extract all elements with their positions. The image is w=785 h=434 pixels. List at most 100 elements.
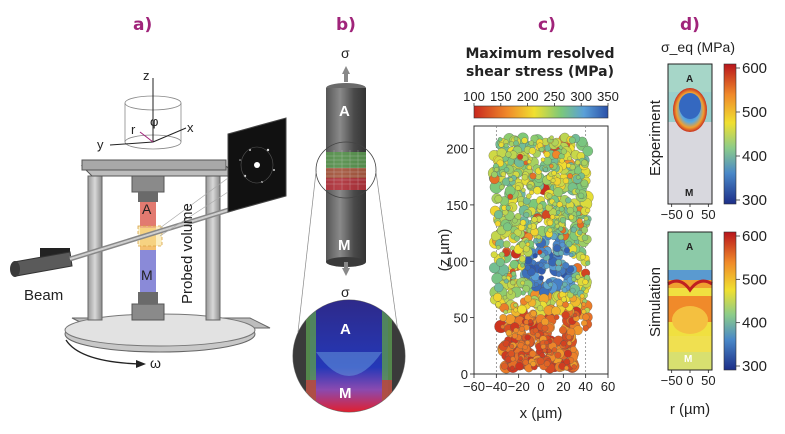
grain-point [517, 304, 527, 315]
grain-point [507, 193, 514, 200]
experiment-grain-M: M [685, 188, 693, 199]
grain-point [522, 285, 530, 293]
grain-point [527, 159, 532, 164]
grain-point [521, 137, 528, 144]
axis-phi-label: φ [150, 114, 158, 129]
grain-point [530, 310, 537, 317]
grain-point [570, 226, 577, 233]
grain-point [536, 357, 545, 366]
panel-b: b) σ A M σ [292, 15, 406, 413]
grain-point [526, 193, 532, 199]
grain-point [527, 223, 533, 229]
grain-point [549, 163, 554, 169]
grain-point [555, 259, 562, 266]
arrow-down-icon [342, 268, 350, 276]
grain-point [524, 294, 532, 303]
grain-point [520, 219, 527, 226]
grain-point [536, 203, 544, 210]
grain-point [567, 156, 572, 161]
specimen-cylinder: A M [315, 83, 377, 267]
grain-point [493, 292, 502, 302]
grain-point [543, 263, 550, 269]
colorbar-tick-label: 600 [742, 228, 767, 245]
grain-point [559, 158, 565, 164]
experiment-colorbar: 600 500 400 300 [723, 60, 767, 209]
grain-point [580, 179, 589, 188]
grain-point [581, 226, 589, 234]
grain-point [515, 362, 524, 371]
grain-point [530, 361, 537, 367]
grain-point [524, 334, 531, 341]
grain-point [537, 249, 543, 255]
grain-point [564, 365, 569, 371]
grain-point [495, 245, 501, 250]
grain-point [513, 303, 518, 308]
grain-point [522, 344, 528, 350]
grain-point [560, 340, 567, 347]
experiment-grain-A: A [686, 74, 693, 85]
grain-point [511, 271, 517, 277]
grain-point [509, 365, 515, 371]
grain-point [503, 143, 509, 149]
grain-point [555, 210, 561, 215]
grain-point [575, 210, 582, 216]
y-tick-label: 150 [446, 198, 468, 213]
axis-y-label: y [97, 137, 104, 152]
x-tick-label: −60 [463, 379, 485, 394]
grain-point [507, 289, 514, 295]
experiment-label: Experiment [647, 99, 664, 176]
grain-point [554, 223, 560, 229]
grain-point [505, 329, 513, 337]
panel-d: d) σ_eq (MPa) A M Experiment A [647, 15, 767, 418]
grain-point [556, 271, 562, 278]
colorbar-tick-label: 300 [742, 358, 767, 375]
chart-ylabel: (z µm) [436, 229, 453, 272]
y-tick-label: 0 [461, 367, 468, 382]
grain-point [494, 220, 501, 227]
grain-point [581, 159, 588, 167]
simulation-label: Simulation [647, 267, 664, 337]
probed-volume-label: Probed volume [179, 203, 196, 304]
grain-point [572, 312, 578, 318]
grain-point [532, 253, 538, 259]
x-tick-label: 0 [686, 373, 693, 388]
y-tick-label: 50 [454, 311, 468, 326]
rotation-arrow: ω [65, 339, 161, 371]
grain-point [536, 234, 542, 240]
grain-point [568, 214, 575, 221]
grain-point [553, 314, 560, 320]
y-tick-label: 200 [446, 142, 468, 157]
grain-point [510, 245, 515, 251]
grain-point [502, 339, 510, 348]
grain-point [571, 276, 577, 282]
grain-point [564, 349, 572, 358]
simulation-map: A M [667, 231, 713, 371]
grain-point [552, 201, 558, 207]
grain-point [550, 178, 556, 183]
grain-point [541, 318, 549, 326]
grain-point [568, 136, 576, 144]
omega-label: ω [150, 355, 161, 371]
grain-point [525, 264, 531, 271]
grain-point [543, 167, 548, 172]
colorbar-tick-label: 150 [490, 89, 512, 104]
grain-point [576, 218, 583, 225]
grain-point [510, 279, 516, 286]
panel-d-xlabel: r (µm) [670, 401, 710, 418]
grain-point [525, 242, 531, 247]
panel-d-title: σ_eq (MPa) [661, 39, 735, 55]
simulation-grain-A: A [686, 242, 693, 253]
panel-c-label: c) [538, 15, 556, 35]
grain-point [494, 210, 503, 219]
colorbar-tick-label: 600 [742, 60, 767, 77]
grain-point [531, 216, 538, 223]
grain-point [521, 174, 528, 181]
grain-point [520, 263, 525, 268]
colorbar-tick-label: 400 [742, 148, 767, 165]
chart-xlabel: x (µm) [520, 405, 563, 422]
grain-point [539, 146, 545, 153]
grain-point [497, 137, 503, 142]
grain-point [508, 141, 515, 147]
sample-grain-A: A [142, 201, 152, 217]
grain-point [577, 230, 583, 236]
